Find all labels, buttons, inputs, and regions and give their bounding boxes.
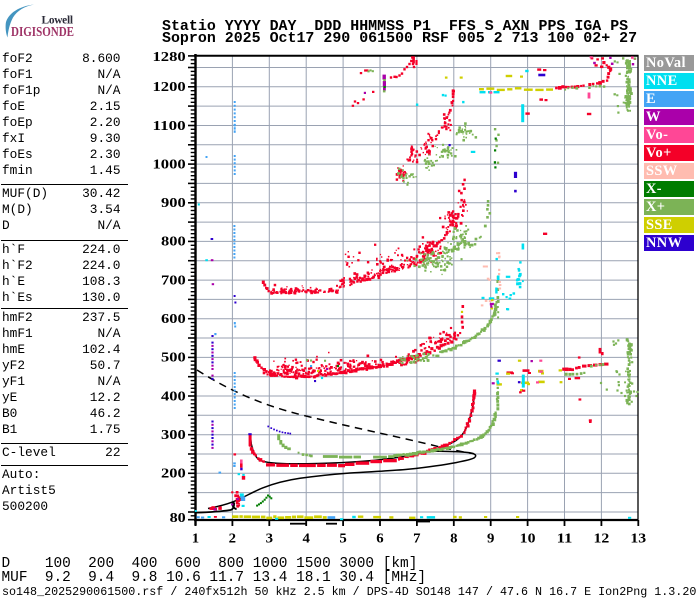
svg-text:400: 400: [161, 388, 186, 403]
svg-text:2: 2: [229, 531, 236, 546]
svg-text:9: 9: [487, 531, 494, 546]
svg-text:DIGISONDE: DIGISONDE: [11, 24, 74, 39]
svg-text:8: 8: [450, 531, 457, 546]
svg-text:700: 700: [161, 272, 186, 287]
svg-text:80: 80: [170, 510, 186, 525]
svg-text:13: 13: [630, 531, 646, 546]
svg-text:5: 5: [339, 531, 346, 546]
svg-text:11: 11: [557, 531, 573, 546]
svg-text:1280: 1280: [153, 49, 187, 64]
svg-text:1000: 1000: [153, 156, 187, 171]
svg-text:1100: 1100: [153, 118, 187, 133]
svg-text:300: 300: [161, 427, 186, 442]
svg-text:1: 1: [192, 531, 199, 546]
svg-text:200: 200: [161, 466, 186, 481]
svg-text:1200: 1200: [153, 79, 187, 94]
svg-text:4: 4: [303, 531, 310, 546]
svg-text:Lowell: Lowell: [42, 15, 74, 27]
svg-text:10: 10: [520, 531, 536, 546]
svg-text:600: 600: [161, 311, 186, 326]
svg-text:500: 500: [161, 350, 186, 365]
svg-text:800: 800: [161, 234, 186, 249]
svg-text:6: 6: [376, 531, 383, 546]
svg-text:7: 7: [413, 531, 420, 546]
svg-text:12: 12: [594, 531, 610, 546]
svg-text:900: 900: [161, 195, 186, 210]
svg-text:3: 3: [266, 531, 273, 546]
